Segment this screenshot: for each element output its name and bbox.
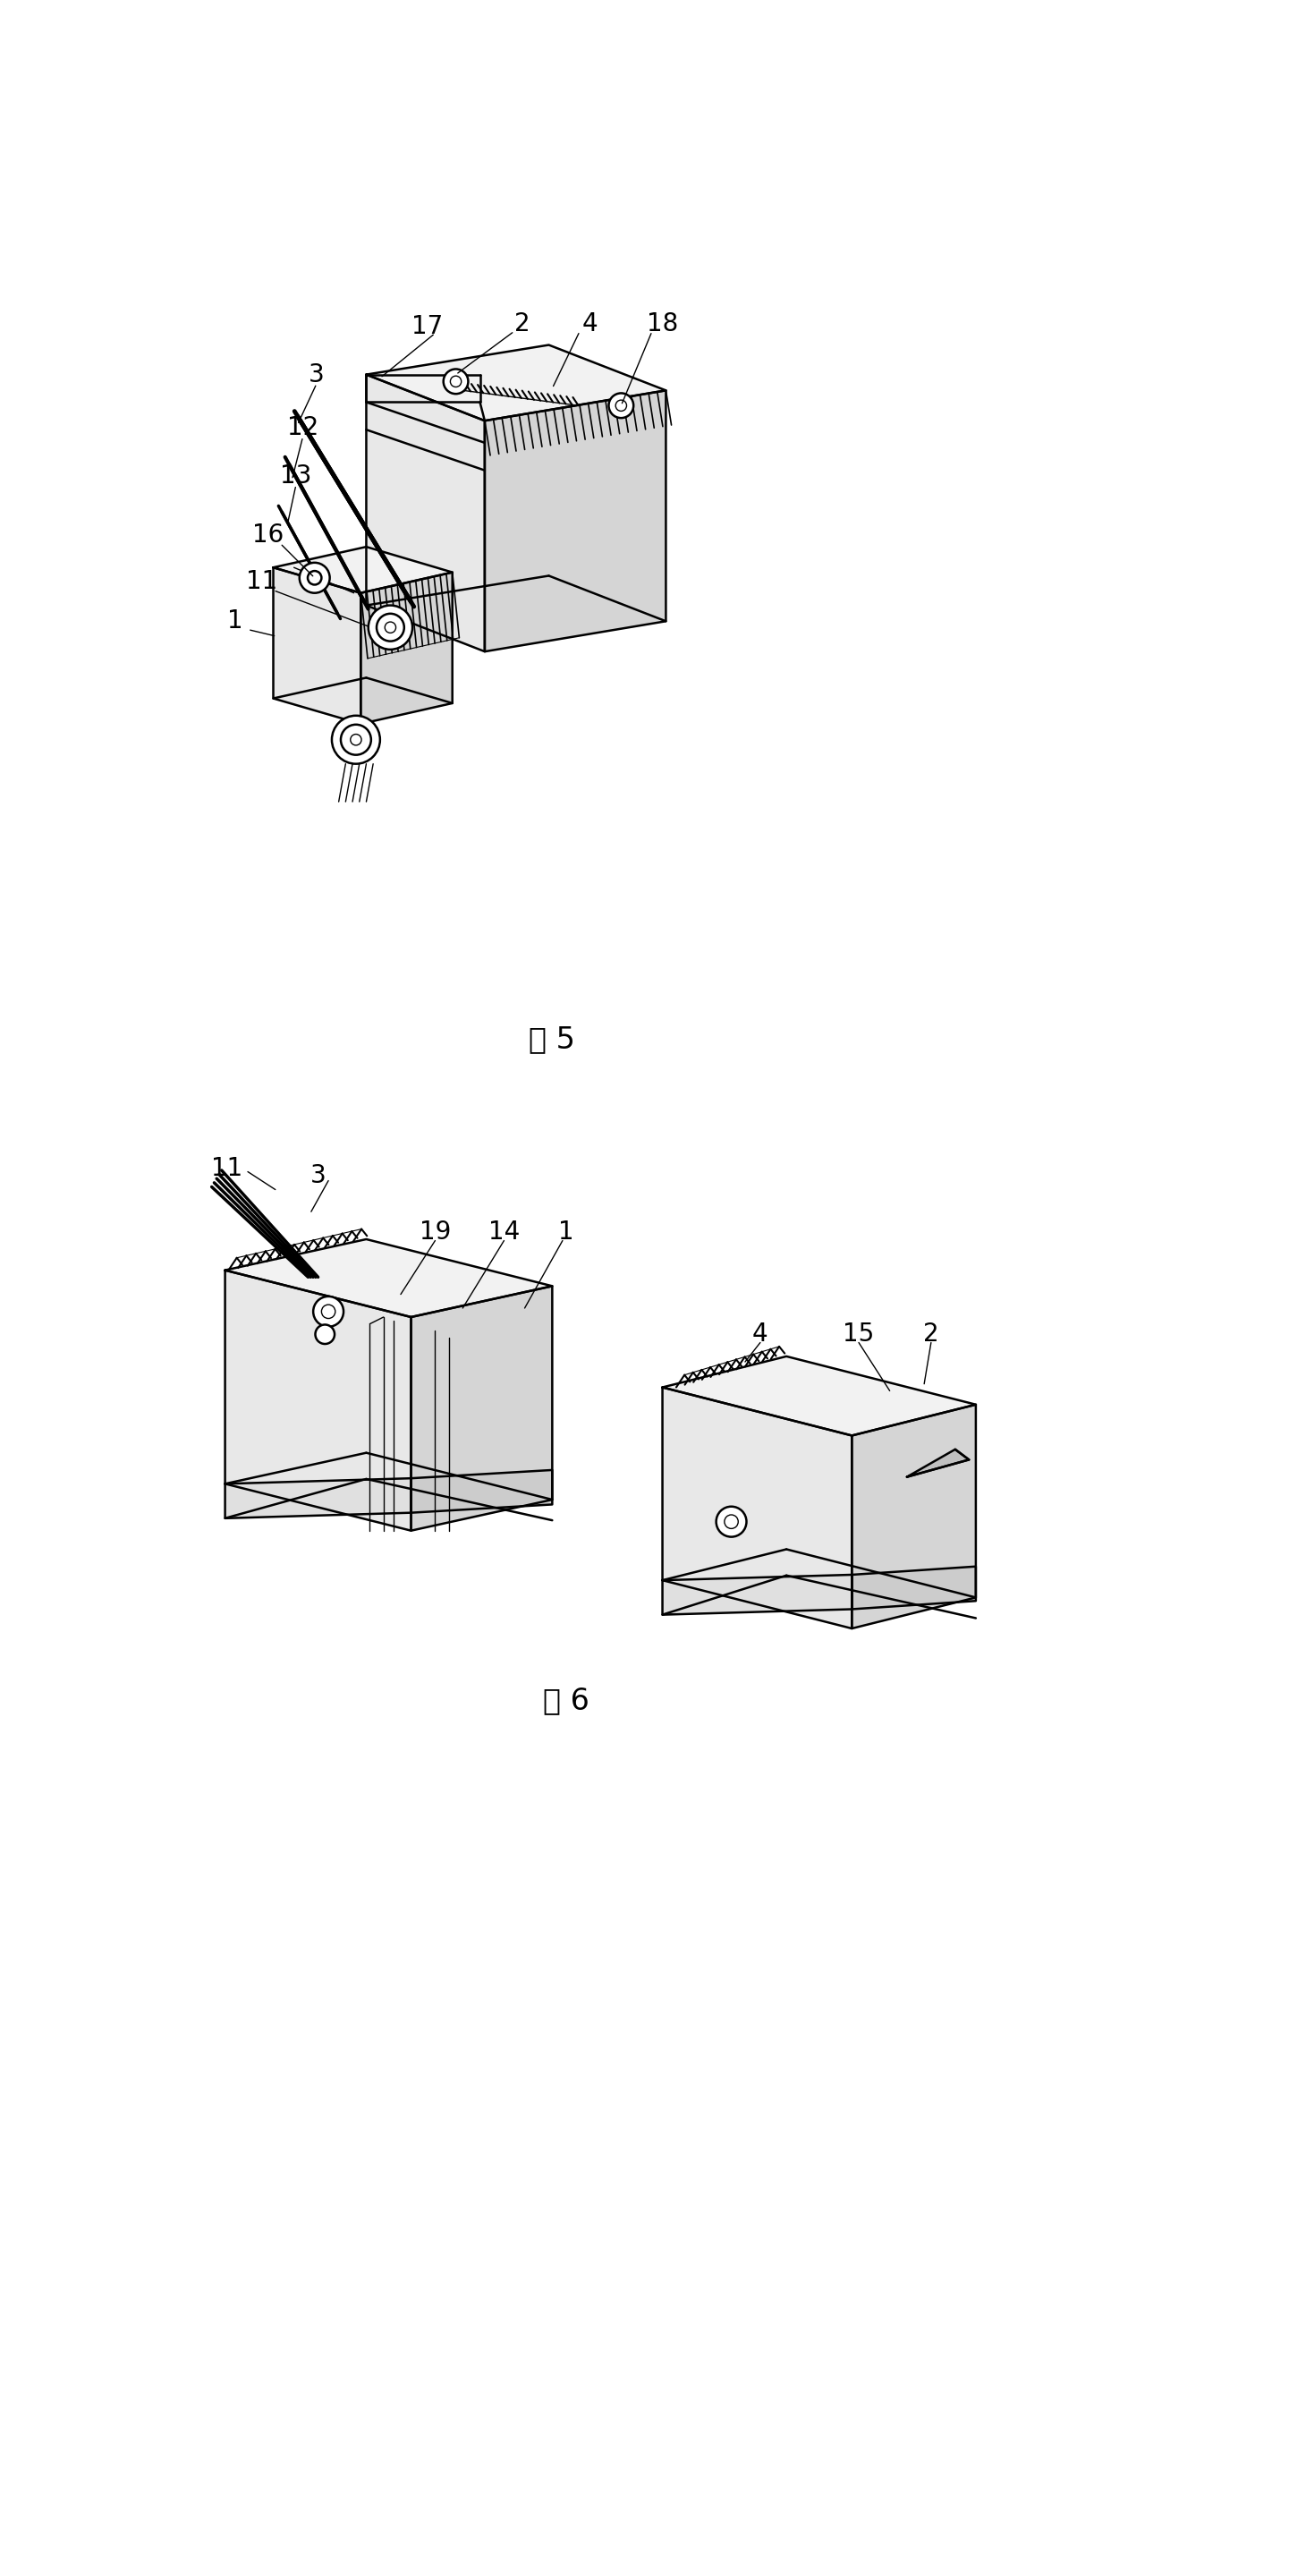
Polygon shape: [366, 345, 666, 420]
Text: 2: 2: [923, 1321, 939, 1347]
Circle shape: [341, 724, 371, 755]
Circle shape: [299, 562, 329, 592]
Circle shape: [376, 613, 404, 641]
Text: 11: 11: [212, 1157, 243, 1182]
Circle shape: [385, 621, 396, 634]
Polygon shape: [662, 1358, 976, 1435]
Polygon shape: [852, 1404, 976, 1628]
Circle shape: [350, 734, 362, 744]
Text: 1: 1: [227, 608, 243, 634]
Polygon shape: [852, 1566, 976, 1610]
Text: 4: 4: [752, 1321, 768, 1347]
Text: 18: 18: [646, 312, 678, 337]
Polygon shape: [225, 1270, 411, 1530]
Text: 19: 19: [419, 1221, 451, 1244]
Text: 12: 12: [287, 415, 319, 440]
Text: 图 5: 图 5: [529, 1025, 576, 1054]
Text: 2: 2: [515, 312, 530, 337]
Text: 13: 13: [281, 464, 312, 489]
Polygon shape: [662, 1574, 852, 1615]
Polygon shape: [485, 392, 666, 652]
Text: 图 6: 图 6: [543, 1687, 589, 1716]
Circle shape: [368, 605, 413, 649]
Circle shape: [332, 716, 380, 765]
Polygon shape: [273, 546, 452, 592]
Circle shape: [451, 376, 461, 386]
Circle shape: [444, 368, 468, 394]
Circle shape: [725, 1515, 738, 1528]
Polygon shape: [411, 1471, 552, 1512]
Polygon shape: [360, 572, 452, 724]
Polygon shape: [366, 374, 485, 652]
Circle shape: [609, 394, 633, 417]
Text: 16: 16: [252, 523, 285, 549]
Text: 3: 3: [308, 363, 325, 386]
Text: 15: 15: [842, 1321, 875, 1347]
Circle shape: [308, 572, 321, 585]
Polygon shape: [225, 1239, 552, 1316]
Text: 3: 3: [310, 1164, 326, 1188]
Text: 4: 4: [582, 312, 598, 337]
Text: 14: 14: [488, 1221, 520, 1244]
Circle shape: [321, 1303, 336, 1319]
Polygon shape: [906, 1450, 969, 1476]
Text: 1: 1: [558, 1221, 573, 1244]
Circle shape: [716, 1507, 747, 1538]
Polygon shape: [411, 1285, 552, 1530]
Circle shape: [315, 1324, 334, 1345]
Polygon shape: [662, 1388, 852, 1628]
Circle shape: [615, 399, 627, 412]
Text: 17: 17: [411, 314, 443, 340]
Text: 11: 11: [246, 569, 277, 595]
Polygon shape: [273, 567, 360, 724]
Circle shape: [313, 1296, 343, 1327]
Polygon shape: [225, 1479, 411, 1517]
